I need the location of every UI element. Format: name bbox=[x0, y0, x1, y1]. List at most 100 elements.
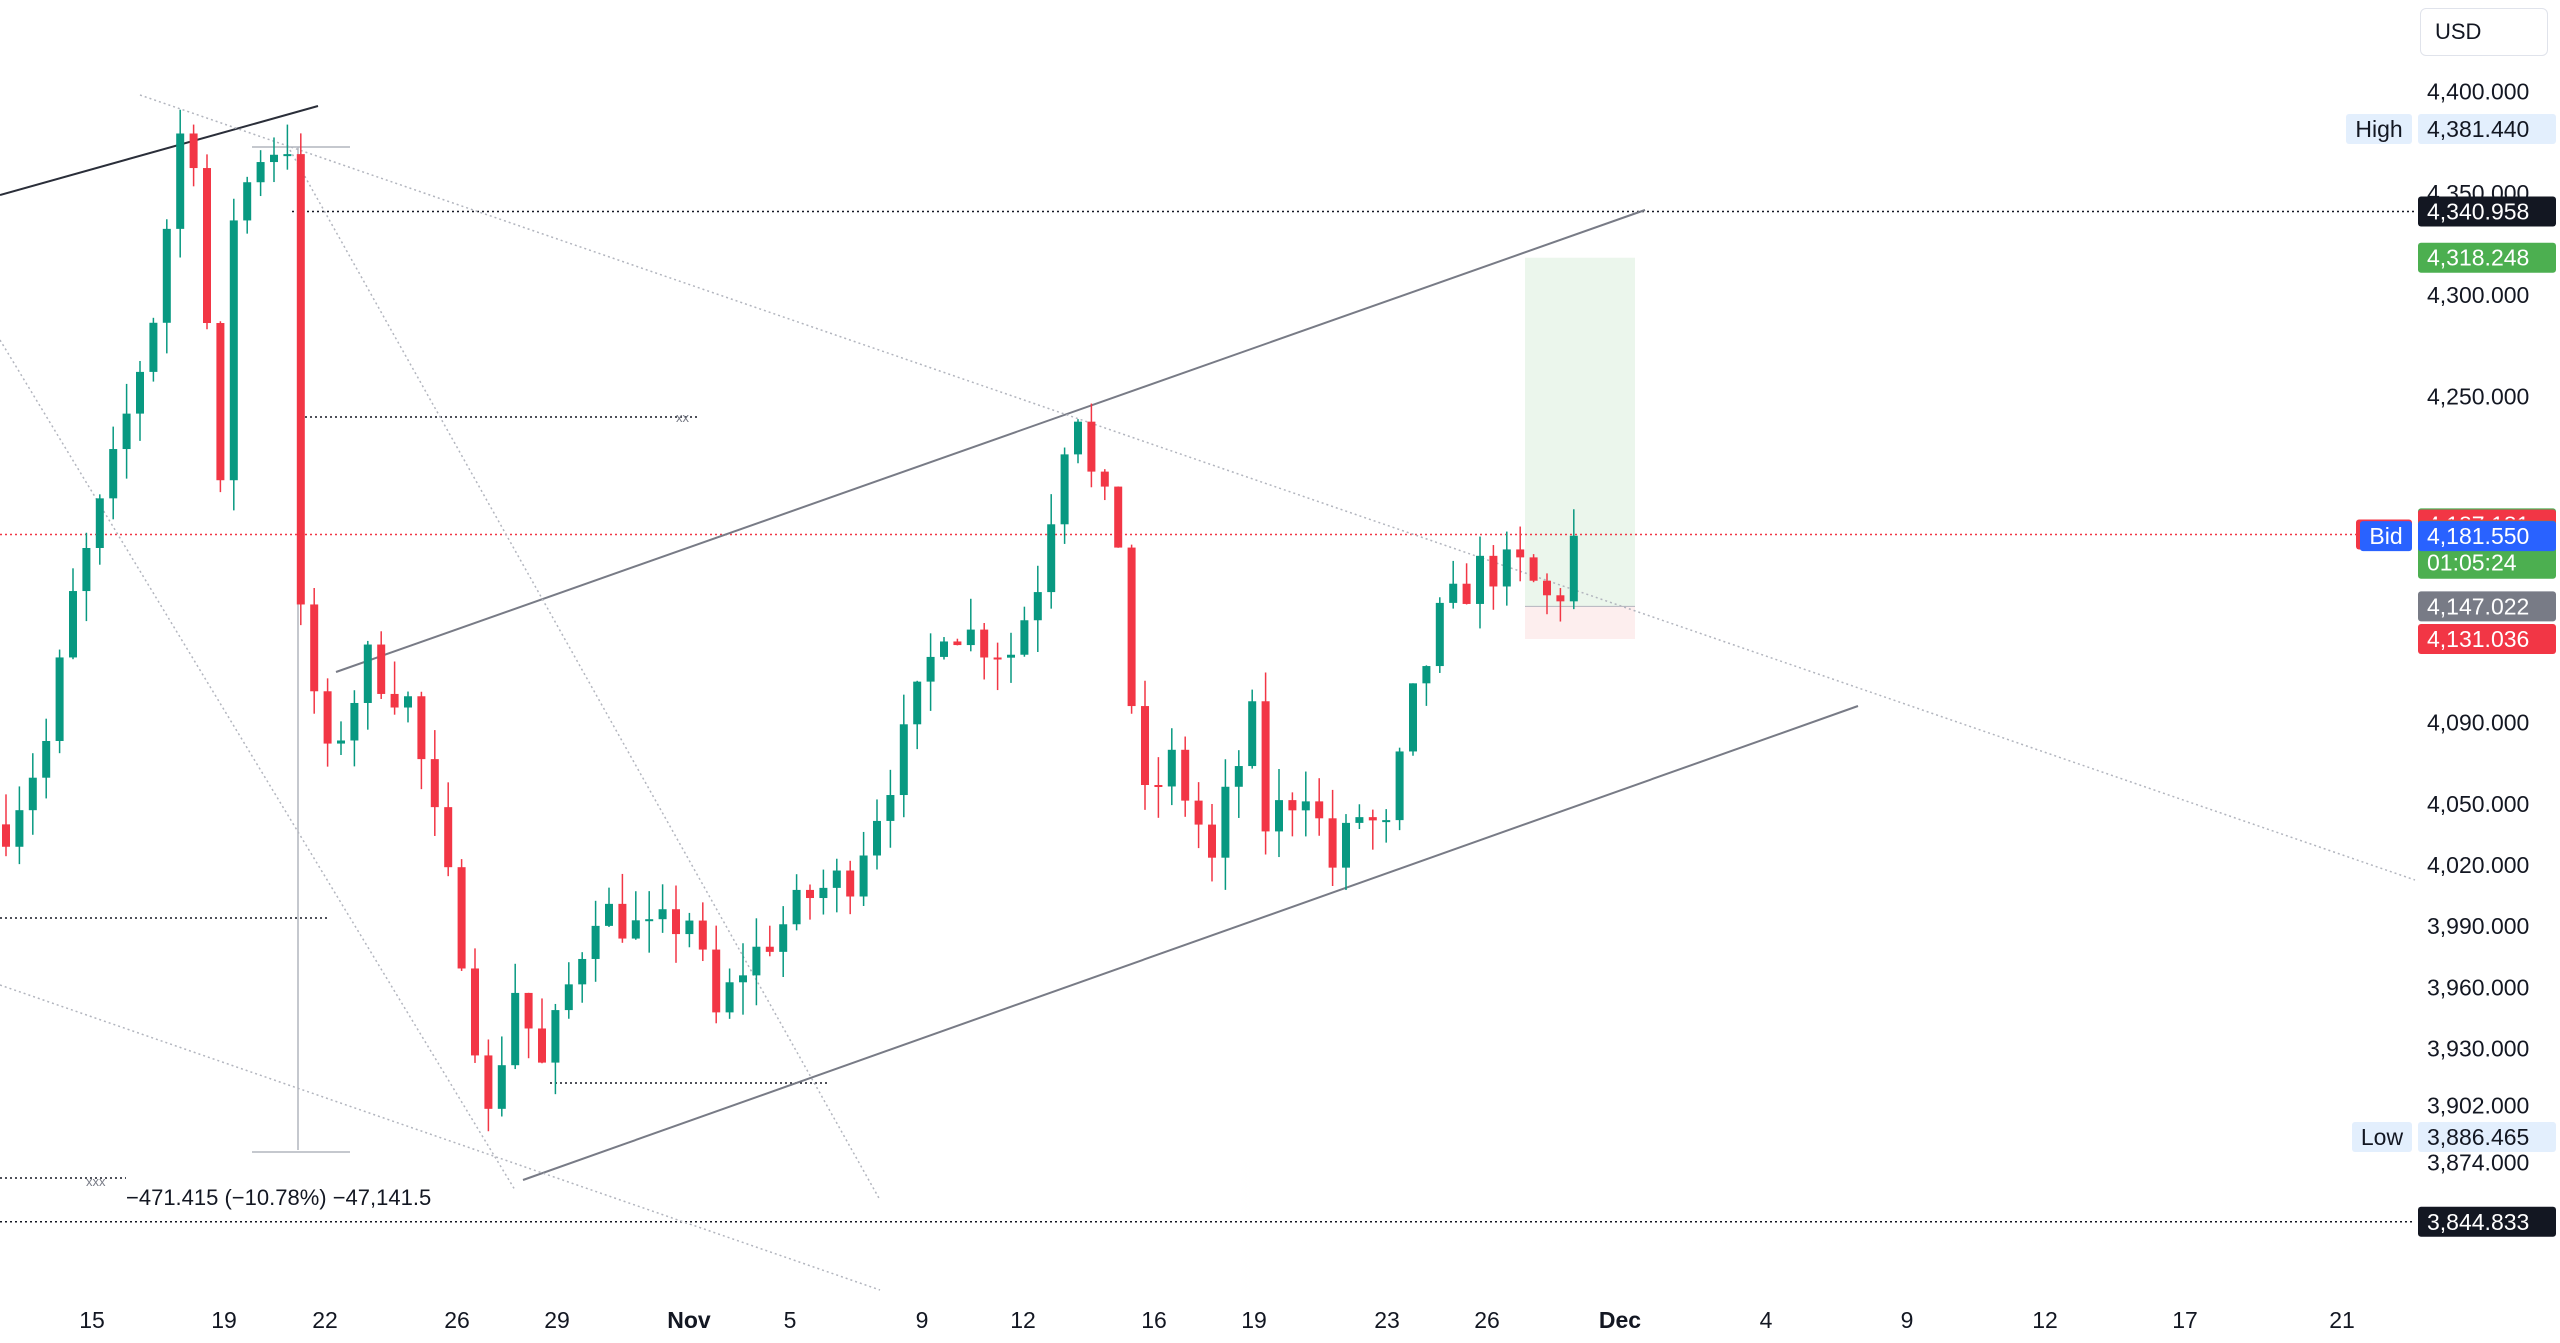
candle-body bbox=[296, 154, 305, 605]
candle-body bbox=[497, 1065, 506, 1109]
date-label: Nov bbox=[667, 1307, 711, 1333]
candle-body bbox=[136, 371, 144, 414]
date-axis[interactable]: 15 19 22 26 29 Nov 5 9 12 16 19 23 26 Dec 4 9 12 17 21 bbox=[79, 1307, 2355, 1333]
candle-body bbox=[95, 498, 104, 548]
candle-body bbox=[1315, 801, 1324, 819]
candle-body bbox=[216, 323, 225, 481]
candle-body bbox=[430, 759, 439, 808]
price-tag-side-label: High bbox=[2355, 116, 2402, 142]
level-tag-4340: 4,340.958 bbox=[2418, 196, 2556, 227]
date-label: 9 bbox=[1901, 1307, 1914, 1333]
candle-body bbox=[149, 322, 158, 372]
stop-tag: 4,131.036 bbox=[2418, 623, 2556, 654]
date-label: 29 bbox=[544, 1307, 570, 1333]
candle-body bbox=[1395, 751, 1404, 821]
price-tag-bg bbox=[2418, 114, 2556, 145]
candle-body bbox=[310, 604, 319, 692]
candle-body bbox=[792, 889, 801, 925]
candle-body bbox=[1060, 454, 1069, 525]
date-label: 16 bbox=[1141, 1307, 1167, 1333]
candle-body bbox=[899, 724, 908, 796]
candle-body bbox=[1409, 683, 1417, 752]
candle-body bbox=[1435, 602, 1444, 667]
candle-body bbox=[993, 657, 1002, 660]
price-axis-label: 3,960.000 bbox=[2427, 974, 2529, 1000]
candle-body bbox=[1047, 524, 1056, 593]
candle-body bbox=[1087, 421, 1096, 472]
candle-body bbox=[672, 909, 680, 935]
price-tags: 4,381.440High4,340.9584,318.2484,187.781… bbox=[2346, 114, 2556, 1237]
candle-body bbox=[846, 870, 855, 897]
candle-body bbox=[1020, 620, 1029, 655]
candle-body bbox=[605, 903, 613, 926]
candle-body bbox=[15, 810, 24, 847]
price-axis-label: 4,090.000 bbox=[2427, 710, 2529, 736]
candle-body bbox=[109, 449, 118, 499]
price-tag-bg bbox=[2418, 623, 2556, 654]
candle-body bbox=[417, 696, 426, 760]
level-tag-3844: 3,844.833 bbox=[2418, 1206, 2556, 1237]
date-label: 17 bbox=[2172, 1307, 2198, 1333]
candle-body bbox=[243, 182, 252, 221]
currency-selector[interactable]: USD bbox=[2420, 8, 2548, 56]
price-tag-bg bbox=[2418, 521, 2556, 552]
candle-body bbox=[1007, 654, 1015, 658]
date-label: 26 bbox=[444, 1307, 470, 1333]
upper-channel-line bbox=[335, 209, 1646, 673]
price-tag-side-label: Low bbox=[2361, 1124, 2404, 1150]
countdown-text: 01:05:24 bbox=[2427, 550, 2517, 576]
price-axis-label: 4,250.000 bbox=[2427, 384, 2529, 410]
price-axis-label: 3,902.000 bbox=[2427, 1092, 2529, 1118]
target-tag: 4,318.248 bbox=[2418, 242, 2556, 273]
candle-body bbox=[1368, 817, 1377, 821]
candle-body bbox=[511, 992, 520, 1066]
price-tag-bg bbox=[2418, 196, 2556, 227]
candle-body bbox=[189, 133, 198, 169]
candle-body bbox=[806, 889, 814, 899]
lower-channel-line bbox=[522, 705, 1859, 1181]
candle-body bbox=[28, 777, 37, 811]
candle-body bbox=[363, 644, 372, 703]
candle-body bbox=[940, 641, 948, 657]
date-label: 15 bbox=[79, 1307, 105, 1333]
candle-body bbox=[1127, 547, 1136, 707]
date-label: 19 bbox=[1241, 1307, 1267, 1333]
price-axis[interactable]: 4,400.0004,350.0004,300.0004,250.0004,09… bbox=[2427, 78, 2529, 1175]
xxx-mark: xxx bbox=[86, 1174, 106, 1189]
date-label: Dec bbox=[1599, 1307, 1641, 1333]
candle-body bbox=[873, 820, 881, 856]
price-tag-value: 4,318.248 bbox=[2427, 245, 2529, 271]
horizontal-levels bbox=[0, 210, 2415, 1223]
candle-body bbox=[1301, 801, 1310, 811]
date-label: 5 bbox=[784, 1307, 797, 1333]
candle-body bbox=[1516, 549, 1525, 558]
price-tag-bg bbox=[2418, 1122, 2556, 1153]
date-label: 12 bbox=[1010, 1307, 1036, 1333]
candle-body bbox=[591, 925, 600, 959]
lower-dotted-line bbox=[0, 984, 881, 1291]
candle-body bbox=[1248, 701, 1257, 767]
price-axis-label: 3,874.000 bbox=[2427, 1149, 2529, 1175]
candle-body bbox=[203, 168, 211, 324]
low-tag: 3,886.465 Low bbox=[2352, 1122, 2556, 1153]
candle-body bbox=[1489, 555, 1498, 587]
candle-body bbox=[752, 946, 761, 976]
entry-tag: 4,147.022 bbox=[2418, 591, 2556, 622]
candle-body bbox=[270, 154, 278, 163]
candle-body bbox=[229, 220, 238, 481]
candle-body bbox=[685, 920, 694, 935]
candle-body bbox=[1234, 766, 1243, 787]
price-axis-label: 4,400.000 bbox=[2427, 78, 2529, 104]
candle-body bbox=[1114, 486, 1123, 548]
date-label: 19 bbox=[211, 1307, 237, 1333]
candle-body bbox=[1529, 557, 1538, 581]
candle-body bbox=[538, 1028, 546, 1063]
candle-body bbox=[1462, 583, 1471, 604]
candle-body bbox=[256, 162, 265, 183]
trend-drawings bbox=[0, 94, 2416, 1291]
candle-body bbox=[1141, 706, 1149, 786]
price-tag-value: 4,181.550 bbox=[2427, 523, 2529, 549]
high-tag: 4,381.440 High bbox=[2346, 114, 2556, 145]
